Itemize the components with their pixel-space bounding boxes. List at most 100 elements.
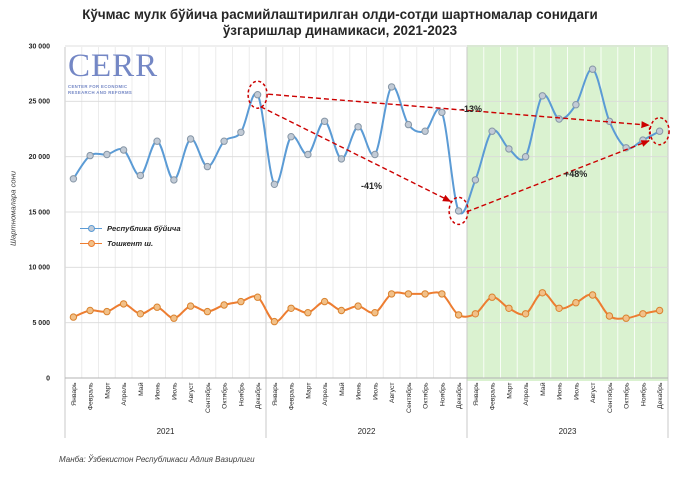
legend-dot-swatch <box>88 225 95 232</box>
data-point-marker <box>639 310 647 318</box>
source-note: Манба: Ўзбекистон Республикаси Адлия Ваз… <box>59 455 255 464</box>
month-tick-label: Июнь <box>155 382 162 400</box>
data-point-marker <box>655 306 664 315</box>
data-point-marker <box>505 304 513 312</box>
data-point-marker <box>404 290 413 298</box>
data-point-marker <box>237 128 245 137</box>
cerr-logo: CERR CENTER FOR ECONOMIC RESEARCH AND RE… <box>68 50 158 95</box>
data-point-marker <box>421 290 429 298</box>
data-point-marker <box>304 309 312 317</box>
year-label: 2023 <box>559 427 577 436</box>
month-tick-label: Март <box>507 383 514 399</box>
data-point-marker <box>253 91 262 99</box>
month-tick-label: Апрель <box>322 382 329 406</box>
chart-title-line1: Кўчмас мулк бўйича расмийлаштирилган олд… <box>82 7 598 22</box>
year-label: 2021 <box>157 427 175 436</box>
month-tick-label: Декабрь <box>455 382 463 409</box>
chart-title-line2: ўзгаришлар динамикаси, 2021-2023 <box>222 23 458 39</box>
data-point-marker <box>438 290 446 298</box>
data-point-marker <box>421 127 429 135</box>
data-point-marker <box>387 290 396 298</box>
data-point-marker <box>320 297 329 306</box>
y-tick-label: 5 000 <box>32 320 50 327</box>
month-tick-label: Октябрь <box>623 382 631 409</box>
data-point-marker <box>521 153 530 161</box>
highlight-circle <box>247 80 268 109</box>
data-point-marker <box>119 146 128 154</box>
data-point-marker <box>521 310 530 318</box>
month-tick-label: Сентябрь <box>405 382 413 413</box>
gridlines <box>64 45 669 438</box>
month-tick-label: Сентябрь <box>204 382 212 413</box>
data-point-marker <box>253 293 262 301</box>
legend-item-republic: Республика бўйича <box>80 221 181 236</box>
data-point-marker <box>103 307 111 316</box>
data-point-marker <box>572 101 580 109</box>
annotation-trend-line <box>260 106 452 203</box>
month-tick-label: Ноябрь <box>640 382 648 406</box>
y-tick-label: 25 000 <box>29 99 51 106</box>
data-point-marker <box>488 127 496 135</box>
month-tick-label: Октябрь <box>422 382 430 409</box>
highlight-circle <box>649 116 670 146</box>
data-point-marker <box>170 176 178 184</box>
month-tick-label: Июль <box>373 382 380 400</box>
data-point-marker <box>371 309 379 317</box>
month-tick-label: Апрель <box>523 382 530 406</box>
data-point-marker <box>203 307 212 316</box>
data-point-marker <box>555 115 563 123</box>
data-point-marker <box>605 312 614 320</box>
month-tick-label: Декабрь <box>656 382 664 409</box>
data-point-marker <box>320 117 329 126</box>
y-tick-label: 10 000 <box>29 265 51 272</box>
month-tick-label: Январь <box>71 382 78 406</box>
data-point-marker <box>220 137 228 145</box>
data-point-marker <box>220 301 228 309</box>
data-point-marker <box>304 150 312 159</box>
data-point-marker <box>588 65 597 73</box>
chart-title: Кўчмас мулк бўйича расмийлаштирилган олд… <box>0 7 680 39</box>
data-point-marker <box>237 297 245 306</box>
data-point-marker <box>622 314 630 322</box>
data-point-marker <box>639 136 647 144</box>
series-tashkent <box>69 289 664 326</box>
data-point-marker <box>505 145 513 153</box>
y-axis-title: Шартномалара сони <box>8 171 18 246</box>
data-point-marker <box>655 127 664 135</box>
month-tick-label: Август <box>188 383 195 403</box>
data-point-marker <box>153 303 161 311</box>
data-point-marker <box>203 162 212 171</box>
annotation-trend-line <box>466 140 650 213</box>
month-tick-label: Сентябрь <box>606 382 614 413</box>
month-tick-label: Август <box>389 383 396 403</box>
month-tick-label: Январь <box>272 382 279 406</box>
month-tick-label: Июнь <box>356 382 363 400</box>
data-point-marker <box>337 155 346 163</box>
data-point-marker <box>186 135 195 143</box>
x-axis-year-labels: 2021 2022 2023 <box>157 427 577 436</box>
month-tick-label: Февраль <box>88 382 95 410</box>
month-tick-label: Май <box>137 382 145 396</box>
x-axis-month-labels: Январь Февраль Март Апрель Май Июнь Июль Август… <box>71 382 664 413</box>
data-point-marker <box>337 306 346 315</box>
data-point-marker <box>86 306 94 315</box>
data-point-marker <box>572 299 580 307</box>
data-point-marker <box>86 151 94 160</box>
month-tick-label: Январь <box>473 382 480 406</box>
y-tick-label: 15 000 <box>29 209 51 216</box>
month-tick-label: Март <box>105 383 112 399</box>
month-tick-label: Октябрь <box>221 382 229 409</box>
y-tick-label: 20 000 <box>29 154 51 161</box>
data-point-marker <box>538 92 547 100</box>
month-tick-label: Май <box>539 382 547 396</box>
month-tick-label: Август <box>590 383 597 403</box>
month-tick-label: Декабрь <box>254 382 262 409</box>
annotation-label: +48% <box>564 169 587 179</box>
data-point-marker <box>354 302 362 310</box>
chart-legend: Республика бўйича Тошкент ш. <box>80 221 181 251</box>
month-tick-label: Июль <box>172 382 179 400</box>
legend-dot-swatch <box>88 240 95 247</box>
legend-marker-tashkent <box>80 239 102 248</box>
data-point-marker <box>454 207 463 215</box>
